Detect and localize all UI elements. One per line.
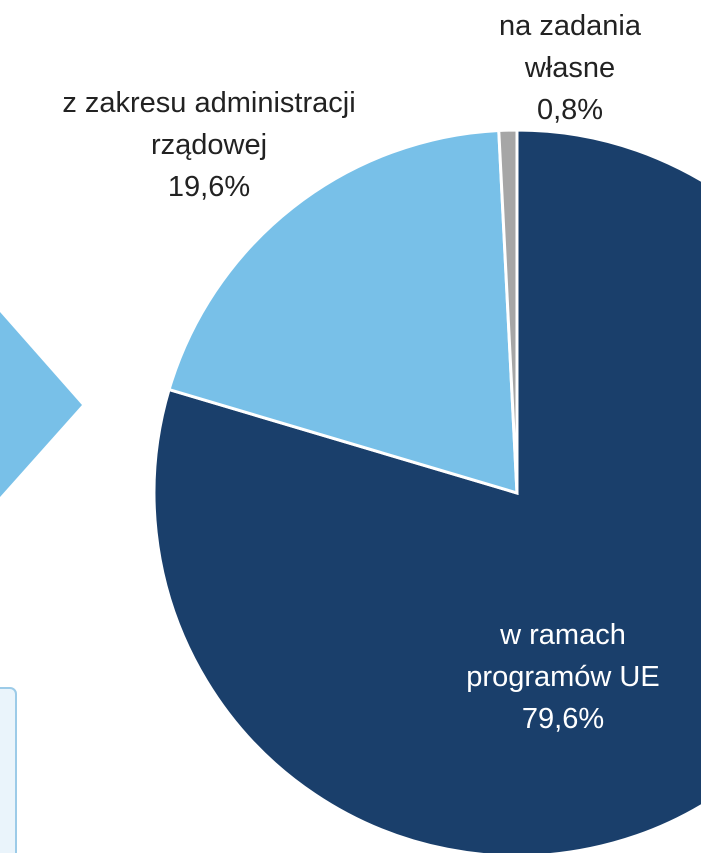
value-label: 79,6% — [521, 703, 605, 735]
arrow-decoration — [0, 312, 82, 497]
pie-slice — [497, 128, 519, 494]
slice-label: na zadania własne 0,8% — [470, 5, 670, 131]
value-label: 0,8% — [536, 94, 604, 126]
pie-slice — [152, 128, 701, 853]
pie-slice — [167, 128, 519, 496]
category-label: z zakresu administracji rządowej — [62, 87, 356, 161]
side-box — [0, 687, 17, 853]
pie — [152, 128, 701, 853]
category-label: na zadania własne — [499, 10, 641, 84]
value-label: 19,6% — [167, 171, 251, 203]
slice-label: w ramach programów UE 79,6% — [428, 614, 698, 740]
category-label: w ramach programów UE — [466, 619, 660, 693]
slice-label: z zakresu administracji rządowej 19,6% — [14, 82, 404, 208]
